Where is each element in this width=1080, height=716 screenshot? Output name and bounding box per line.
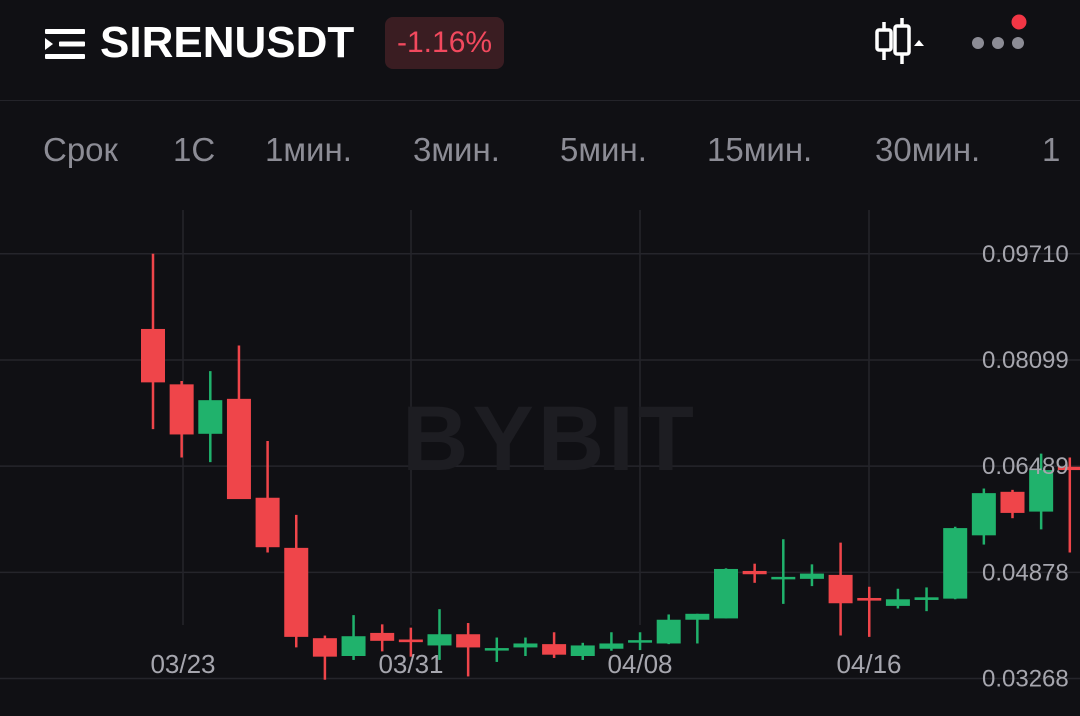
candle[interactable] (971, 488, 996, 545)
candle[interactable] (885, 588, 910, 609)
candle-body (685, 613, 710, 620)
candle-body (284, 547, 309, 637)
candle-body (427, 634, 452, 646)
price-axis-label: 0.08099 (982, 347, 1069, 374)
bybit-watermark: BYBIT (402, 388, 698, 490)
candle-body (542, 644, 567, 655)
top-bar: SIRENUSDT -1.16% (0, 0, 1080, 101)
candle[interactable] (341, 615, 366, 660)
candle-body (513, 643, 538, 648)
candle-body (714, 568, 738, 619)
candle-body (656, 619, 681, 644)
candle-body (742, 570, 767, 575)
candle[interactable] (255, 441, 280, 553)
tab-5min[interactable]: 5мин. (560, 131, 647, 168)
candle-body (370, 632, 395, 641)
candle[interactable] (914, 587, 939, 612)
candle[interactable] (570, 642, 595, 660)
candle[interactable] (656, 614, 681, 645)
candle[interactable] (456, 623, 481, 677)
candle-body (1057, 466, 1080, 471)
candle-body (885, 599, 910, 606)
tab-1-partial[interactable]: 1 (1042, 131, 1061, 168)
candle[interactable] (771, 539, 796, 604)
notification-dot (1011, 14, 1027, 30)
candle-body (484, 648, 509, 651)
candle-body (226, 398, 251, 500)
candle[interactable] (1029, 453, 1054, 530)
candle-body (169, 384, 194, 435)
candle[interactable] (857, 586, 882, 637)
price-change-badge: -1.16% (385, 17, 505, 69)
candle-body (341, 636, 366, 656)
candle[interactable] (312, 635, 337, 680)
candle[interactable] (284, 514, 309, 648)
candle-body (599, 643, 624, 649)
candle[interactable] (599, 632, 624, 651)
candle[interactable] (628, 632, 653, 651)
candle-body (312, 638, 337, 657)
candle-body (771, 576, 796, 580)
candle-body (570, 645, 595, 656)
tab-30min[interactable]: 30мин. (875, 131, 981, 168)
date-axis-label: 03/23 (150, 649, 215, 679)
candle-body (1029, 470, 1054, 512)
candle-body (828, 574, 853, 604)
candle-body (456, 634, 481, 648)
candle[interactable] (714, 568, 738, 619)
candle[interactable] (742, 563, 767, 583)
candle[interactable] (427, 609, 452, 660)
date-axis-label: 04/08 (607, 649, 672, 679)
candle[interactable] (169, 381, 194, 458)
candle-body (971, 493, 996, 536)
tab-15min[interactable]: 15мин. (707, 131, 813, 168)
candle-body (141, 328, 165, 383)
more-options-icon[interactable] (966, 12, 1030, 60)
tab-period[interactable]: Срок (43, 131, 118, 168)
tab-1s[interactable]: 1С (173, 131, 216, 168)
candle[interactable] (141, 253, 165, 430)
candle-body (914, 597, 939, 600)
price-axis-label: 0.04878 (982, 559, 1069, 586)
date-axis-label: 03/31 (378, 649, 443, 679)
candle[interactable] (398, 627, 423, 657)
timeframe-selector: Срок 1С 1мин. 3мин. 5мин. 15мин. 30мин. … (0, 120, 1080, 180)
candle[interactable] (799, 564, 824, 587)
tab-1min[interactable]: 1мин. (265, 131, 352, 168)
price-axis-label: 0.03268 (982, 666, 1069, 693)
candle-body (398, 639, 423, 643)
candle-body (799, 573, 824, 579)
candle-body (628, 640, 653, 643)
candlestick-chart-icon[interactable] (872, 16, 928, 68)
candle-body (198, 400, 223, 434)
candle[interactable] (513, 637, 538, 656)
date-axis-label: 04/16 (836, 649, 901, 679)
candle[interactable] (685, 613, 710, 644)
candle-body (943, 528, 968, 599)
menu-icon[interactable] (45, 26, 89, 62)
candle[interactable] (484, 637, 509, 662)
tab-3min[interactable]: 3мин. (413, 131, 500, 168)
trading-pair-symbol[interactable]: SIRENUSDT (100, 18, 355, 67)
candle-body (255, 497, 280, 548)
candle-body (857, 597, 882, 601)
price-axis-label: 0.09710 (982, 241, 1069, 268)
candle[interactable] (1057, 457, 1080, 553)
candle[interactable] (542, 632, 567, 658)
candlestick-chart[interactable]: BYBIT 0.09710 0.08099 0.06489 0.04878 0.0326… (0, 205, 1080, 716)
candle[interactable] (370, 624, 395, 652)
candle[interactable] (943, 526, 968, 600)
candle[interactable] (198, 371, 223, 463)
candle[interactable] (828, 542, 853, 636)
candle[interactable] (1000, 489, 1025, 519)
candle[interactable] (226, 345, 251, 500)
candle-body (1000, 491, 1025, 513)
price-axis-label: 0.06489 (982, 453, 1069, 480)
